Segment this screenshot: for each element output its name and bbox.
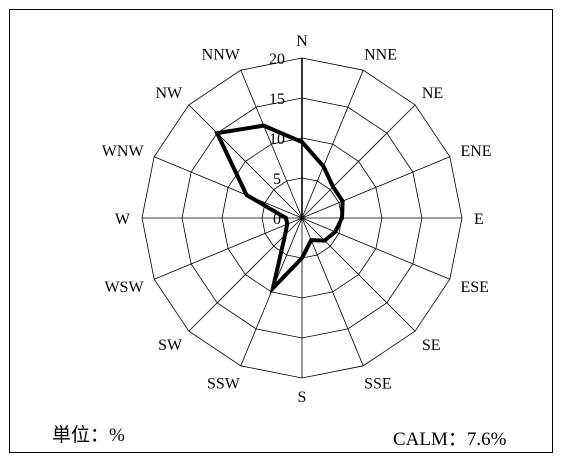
direction-label-ene: ENE xyxy=(460,143,491,160)
direction-label-w: W xyxy=(115,211,131,228)
chart-frame xyxy=(9,9,553,453)
spoke-sse xyxy=(301,217,364,366)
spoke-ne xyxy=(301,104,416,219)
direction-labels: N NNE NE ENE E ESE SE SSE S SSW SW WSW W WNW NW NNW xyxy=(102,33,492,406)
spoke-ene xyxy=(301,156,450,219)
spoke-nne xyxy=(301,70,364,219)
spoke-wnw xyxy=(154,156,303,219)
spoke-ese xyxy=(301,217,450,280)
direction-label-sse: SSE xyxy=(364,375,392,392)
direction-label-ssw: SSW xyxy=(207,375,241,392)
spoke-nnw xyxy=(240,70,303,219)
direction-label-ne: NE xyxy=(422,85,443,102)
radial-tick-15: 15 xyxy=(269,91,285,108)
direction-label-wsw: WSW xyxy=(104,279,144,296)
radial-tick-labels: 0 5 10 15 20 xyxy=(269,51,285,228)
direction-label-nnw: NNW xyxy=(202,47,241,64)
direction-label-se: SE xyxy=(422,337,441,354)
radar-spokes xyxy=(142,58,462,378)
direction-label-nw: NW xyxy=(155,85,183,102)
direction-label-s: S xyxy=(298,389,307,406)
spoke-nw xyxy=(188,104,303,219)
wind-frequency-line xyxy=(214,123,345,295)
direction-label-nne: NNE xyxy=(364,47,397,64)
calm-label: CALM：7.6% xyxy=(393,429,507,450)
direction-label-sw: SW xyxy=(158,337,183,354)
spoke-wsw xyxy=(154,217,303,280)
unit-label: 単位：% xyxy=(52,425,125,446)
radial-tick-5: 5 xyxy=(273,171,281,188)
direction-label-e: E xyxy=(474,211,484,228)
radial-tick-0: 0 xyxy=(273,211,281,228)
spoke-se xyxy=(301,217,416,332)
direction-label-wnw: WNW xyxy=(102,143,145,160)
radial-tick-20: 20 xyxy=(269,51,285,68)
data-series xyxy=(214,123,345,295)
direction-label-n: N xyxy=(296,33,308,50)
radial-tick-10: 10 xyxy=(269,131,285,148)
direction-label-ese: ESE xyxy=(460,279,488,296)
